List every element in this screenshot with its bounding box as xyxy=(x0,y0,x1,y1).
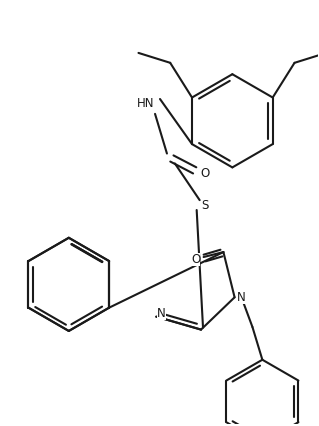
Text: S: S xyxy=(201,199,208,212)
Text: O: O xyxy=(200,167,209,180)
Text: HN: HN xyxy=(137,98,154,110)
Text: O: O xyxy=(191,253,200,267)
Text: N: N xyxy=(237,291,246,304)
Text: N: N xyxy=(157,307,166,320)
